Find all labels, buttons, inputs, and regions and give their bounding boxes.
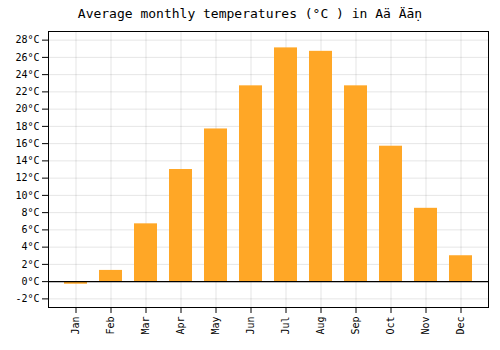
- svg-text:Sep: Sep: [350, 317, 361, 335]
- svg-text:20°C: 20°C: [15, 103, 39, 114]
- svg-text:Feb: Feb: [105, 317, 116, 335]
- svg-text:14°C: 14°C: [15, 155, 39, 166]
- svg-text:26°C: 26°C: [15, 52, 39, 63]
- svg-text:0°C: 0°C: [21, 276, 39, 287]
- svg-text:6°C: 6°C: [21, 224, 39, 235]
- svg-text:28°C: 28°C: [15, 34, 39, 45]
- svg-text:Mar: Mar: [140, 317, 151, 335]
- svg-text:4°C: 4°C: [21, 241, 39, 252]
- svg-text:-2°C: -2°C: [15, 293, 39, 304]
- svg-text:Apr: Apr: [175, 317, 186, 335]
- svg-text:Jun: Jun: [245, 317, 256, 335]
- svg-text:Aug: Aug: [315, 317, 326, 335]
- svg-text:May: May: [210, 317, 221, 335]
- html-text:Average monthly temperatures (: Average monthly temperatures (°C ) in Aä…: [77, 6, 423, 21]
- svg-text:18°C: 18°C: [15, 121, 39, 132]
- svg-text:12°C: 12°C: [15, 172, 39, 183]
- svg-text:16°C: 16°C: [15, 138, 39, 149]
- svg-text:Dec: Dec: [455, 317, 466, 335]
- svg-text:Nov: Nov: [420, 317, 431, 335]
- svg-text:Oct: Oct: [385, 317, 396, 335]
- svg-text:8°C: 8°C: [21, 207, 39, 218]
- svg-text:22°C: 22°C: [15, 86, 39, 97]
- svg-text:Jan: Jan: [70, 317, 81, 335]
- svg-text:Jul: Jul: [280, 317, 291, 335]
- svg-text:10°C: 10°C: [15, 190, 39, 201]
- svg-text:24°C: 24°C: [15, 69, 39, 80]
- svg-text:2°C: 2°C: [21, 259, 39, 270]
